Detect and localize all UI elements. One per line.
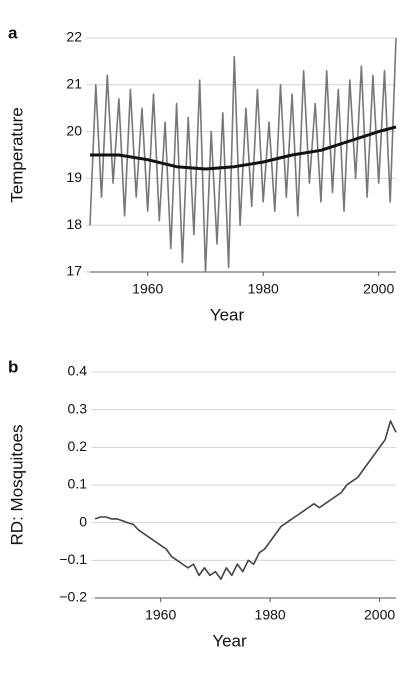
y-axis-title: Temperature xyxy=(7,107,26,202)
y-tick-label: 0.4 xyxy=(68,363,88,379)
y-tick-label: 19 xyxy=(66,169,82,185)
y-tick-label: 20 xyxy=(66,122,82,138)
x-axis-title: Year xyxy=(210,305,245,324)
y-axis-title: RD: Mosquitoes xyxy=(7,425,26,546)
data-line xyxy=(90,125,397,171)
y-tick-label: 0.1 xyxy=(68,476,88,492)
y-tick-label: 18 xyxy=(66,216,82,232)
y-tick-label: 21 xyxy=(66,76,82,92)
x-tick-label: 1960 xyxy=(132,281,163,297)
data-line xyxy=(94,420,397,580)
panel-label: a xyxy=(8,23,18,42)
x-tick-label: 1960 xyxy=(145,607,176,623)
x-tick-label: 1980 xyxy=(248,281,279,297)
y-tick-label: −0.2 xyxy=(59,589,87,605)
y-tick-label: −0.1 xyxy=(59,551,87,567)
y-tick-label: 0.3 xyxy=(68,400,88,416)
x-tick-label: 1980 xyxy=(255,607,286,623)
x-axis-title: Year xyxy=(212,631,247,650)
y-tick-label: 17 xyxy=(66,263,82,279)
y-tick-label: 0.2 xyxy=(68,438,88,454)
y-tick-label: 0 xyxy=(79,513,87,529)
x-tick-label: 2000 xyxy=(363,281,394,297)
panel-label: b xyxy=(8,357,18,376)
x-tick-label: 2000 xyxy=(364,607,395,623)
y-tick-label: 22 xyxy=(66,29,82,45)
data-line xyxy=(89,37,397,273)
